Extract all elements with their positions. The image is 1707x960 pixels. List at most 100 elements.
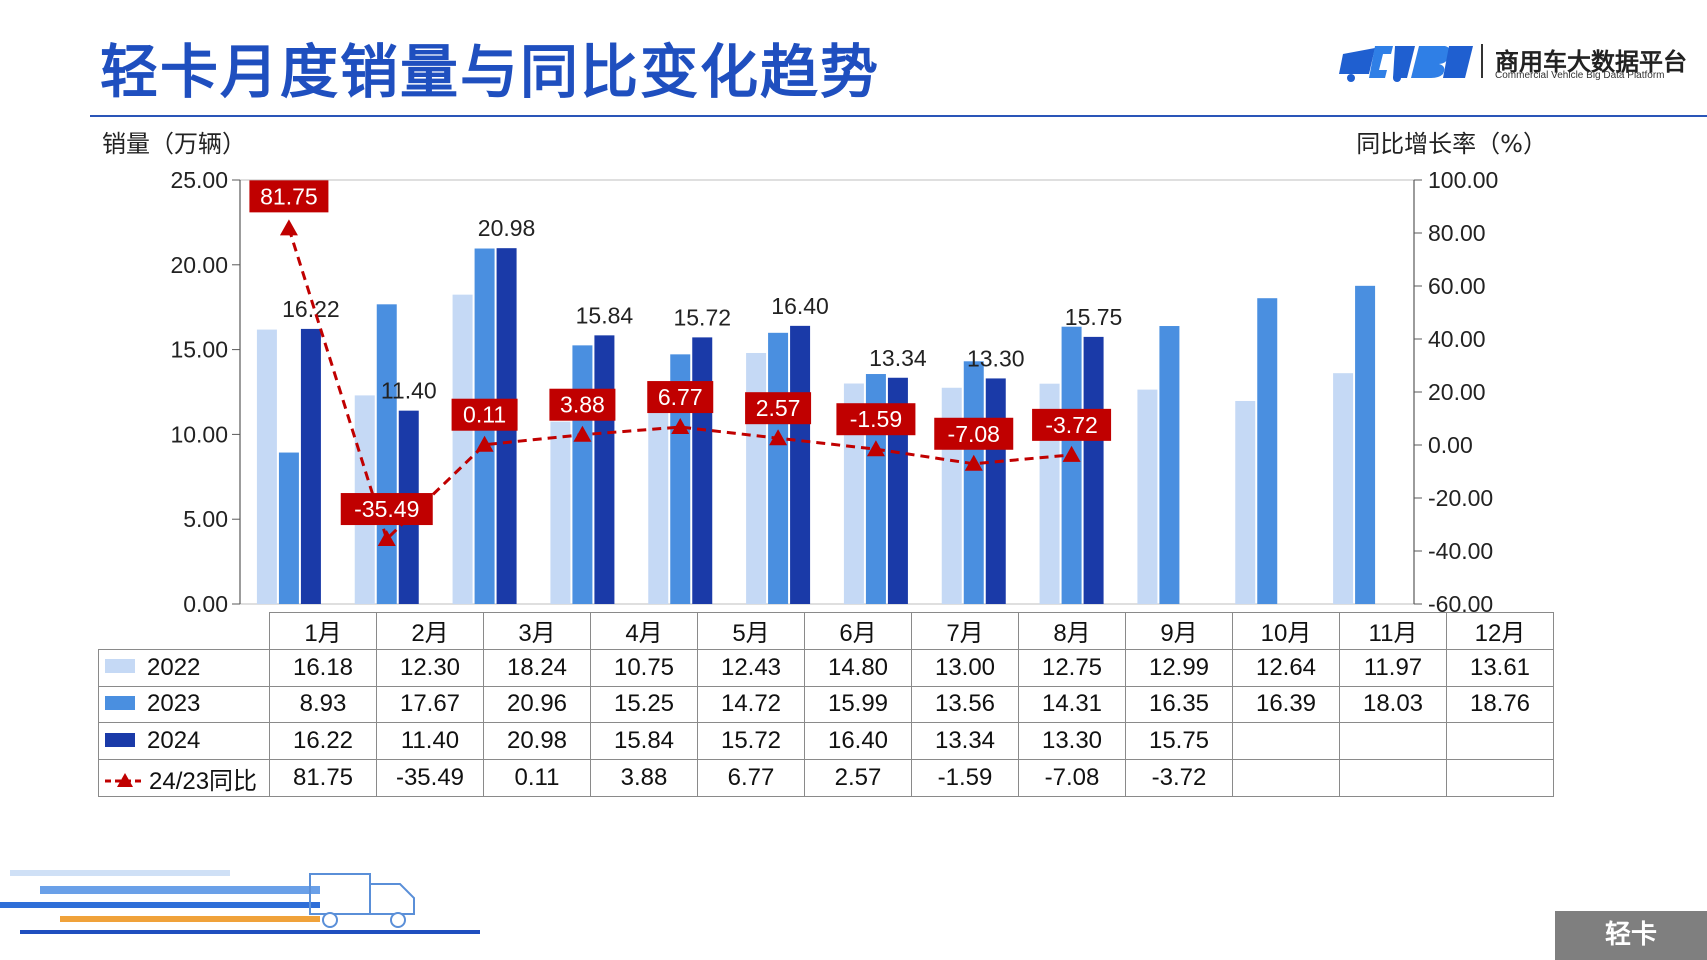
table-row: 2024 16.22 11.40 20.98 15.84 15.72 16.40 13.34 1… [98, 722, 1554, 761]
yoy-label-box [249, 180, 329, 213]
table-cell [1232, 759, 1340, 797]
month-header: 1月 [269, 612, 377, 650]
legend-label: 2023 [147, 690, 201, 718]
bar-2024 [300, 328, 321, 604]
table-row: 24/23同比 81.75 -35.49 0.11 3.88 6.77 2.57 -1.59-… [98, 759, 1554, 797]
table-cell: 12.30 [376, 648, 484, 687]
right-tick-label: 60.00 [1428, 273, 1486, 299]
month-header: 12月 [1446, 612, 1554, 650]
table-cell: -1.59 [911, 759, 1019, 797]
table-cell: 12.43 [697, 648, 805, 687]
legend-label: 24/23同比 [149, 767, 258, 795]
table-cell: 13.00 [911, 648, 1019, 687]
table-cell: 18.24 [483, 648, 591, 687]
table-cell: 2.57 [804, 759, 912, 797]
logo-divider [1481, 44, 1483, 78]
left-tick-label: 25.00 [170, 167, 228, 193]
left-tick-label: 15.00 [170, 337, 228, 363]
table-cell: 14.31 [1018, 685, 1126, 724]
bar-value-label-2024: 15.72 [673, 304, 731, 330]
bar-value-label-2024: 16.22 [282, 296, 340, 322]
yoy-value-label: -35.49 [354, 496, 419, 522]
table-cell: 18.03 [1339, 685, 1447, 724]
bar-2023 [376, 304, 397, 604]
legend-entry: 2022 [98, 648, 270, 687]
legend-label: 2024 [147, 727, 201, 755]
table-cell [1339, 759, 1447, 797]
bar-2022 [452, 294, 473, 604]
table-cell: 3.88 [590, 759, 698, 797]
yoy-label-box [549, 388, 616, 421]
table-cell: 16.18 [269, 648, 377, 687]
bar-2023 [278, 452, 299, 604]
yoy-value-label: 81.75 [260, 183, 318, 209]
cvbd-logo-icon [1339, 46, 1473, 82]
table-cell: 15.84 [590, 722, 698, 761]
yoy-marker [866, 440, 885, 457]
yoy-label-box [647, 381, 714, 414]
yoy-label-box [1032, 408, 1112, 441]
table-cell: 20.98 [483, 722, 591, 761]
yoy-value-label: 6.77 [658, 384, 703, 410]
table-cell: -35.49 [376, 759, 484, 797]
yoy-value-label: 0.11 [463, 402, 506, 428]
legend-entry: 2023 [98, 685, 270, 724]
right-axis-title: 同比增长率（%） [1356, 130, 1547, 158]
right-tick-label: 100.00 [1428, 167, 1498, 193]
right-tick-label: 80.00 [1428, 220, 1486, 246]
table-cell: 15.75 [1125, 722, 1233, 761]
bar-2022 [550, 421, 571, 604]
yoy-legend-icon [105, 773, 145, 788]
bar-value-label-2024: 15.75 [1065, 304, 1123, 330]
table-header-row: 1月 2月 3月 4月 5月 6月 7月 8月 9月 10月 11月 12月 [99, 612, 1554, 650]
table-row: 2022 16.18 12.30 18.24 10.75 12.43 14.80 13.00 1… [98, 648, 1554, 687]
table-cell [1339, 722, 1447, 761]
table-cell: 18.76 [1446, 685, 1554, 724]
month-header: 7月 [911, 612, 1019, 650]
yoy-marker [964, 454, 983, 471]
yoy-label-box [745, 392, 812, 425]
bar-2023 [1159, 326, 1180, 604]
table-row: 2023 8.93 17.67 20.96 15.25 14.72 15.99 13.56 14… [98, 685, 1554, 724]
bar-2022 [648, 393, 669, 604]
bar-2022 [1333, 373, 1354, 604]
right-tick-label: -20.00 [1428, 485, 1493, 511]
bar-2024 [790, 325, 811, 604]
yoy-marker [475, 435, 494, 452]
table-cell: 15.99 [804, 685, 912, 724]
table-cell: 14.72 [697, 685, 805, 724]
table-cell: -7.08 [1018, 759, 1126, 797]
bar-2024 [692, 337, 713, 604]
table-cell: 13.30 [1018, 722, 1126, 761]
table-cell: 20.96 [483, 685, 591, 724]
yoy-line [287, 227, 1072, 542]
yoy-value-label: -7.08 [948, 421, 1000, 447]
bar-2023 [1355, 285, 1376, 604]
right-tick-label: 0.00 [1428, 432, 1473, 458]
legend-label: 2022 [147, 653, 201, 681]
yoy-label-box [451, 398, 518, 431]
table-cell [1232, 722, 1340, 761]
month-header: 3月 [483, 612, 591, 650]
month-header: 5月 [697, 612, 805, 650]
month-header: 2月 [376, 612, 484, 650]
yoy-marker [279, 219, 298, 236]
bar-2023 [963, 361, 984, 604]
table-cell: 14.80 [804, 648, 912, 687]
bar-value-label-2024: 15.84 [576, 302, 634, 328]
yoy-value-label: 2.57 [756, 395, 801, 421]
legend-swatch [105, 659, 135, 674]
bar-value-label-2024: 16.40 [771, 293, 829, 319]
legend-entry: 24/23同比 [98, 759, 270, 797]
legend-entry: 2024 [98, 722, 270, 761]
table-cell: 12.64 [1232, 648, 1340, 687]
bar-2024 [985, 378, 1006, 604]
bar-2022 [1235, 400, 1256, 604]
bar-2022 [843, 383, 864, 604]
legend-swatch [105, 732, 135, 747]
yoy-marker [769, 429, 788, 446]
left-axis-title: 销量（万辆） [102, 130, 246, 158]
left-tick-label: 0.00 [183, 591, 228, 617]
table-cell: 13.61 [1446, 648, 1554, 687]
